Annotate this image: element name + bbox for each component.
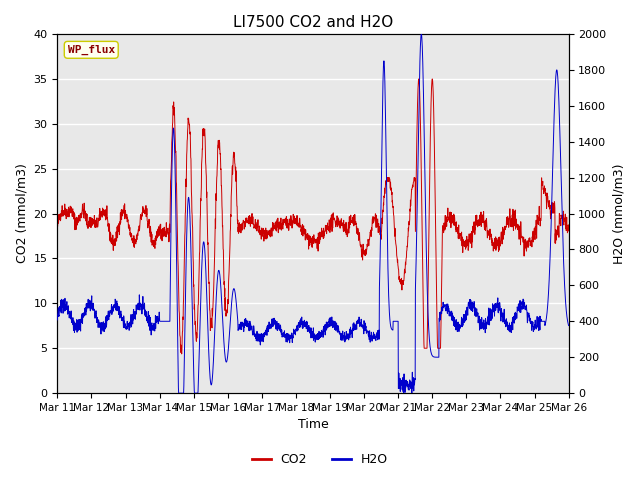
X-axis label: Time: Time: [298, 419, 328, 432]
Text: WP_flux: WP_flux: [68, 45, 115, 55]
Y-axis label: CO2 (mmol/m3): CO2 (mmol/m3): [15, 164, 28, 264]
Y-axis label: H2O (mmol/m3): H2O (mmol/m3): [612, 163, 625, 264]
Legend: CO2, H2O: CO2, H2O: [247, 448, 393, 471]
Title: LI7500 CO2 and H2O: LI7500 CO2 and H2O: [233, 15, 393, 30]
